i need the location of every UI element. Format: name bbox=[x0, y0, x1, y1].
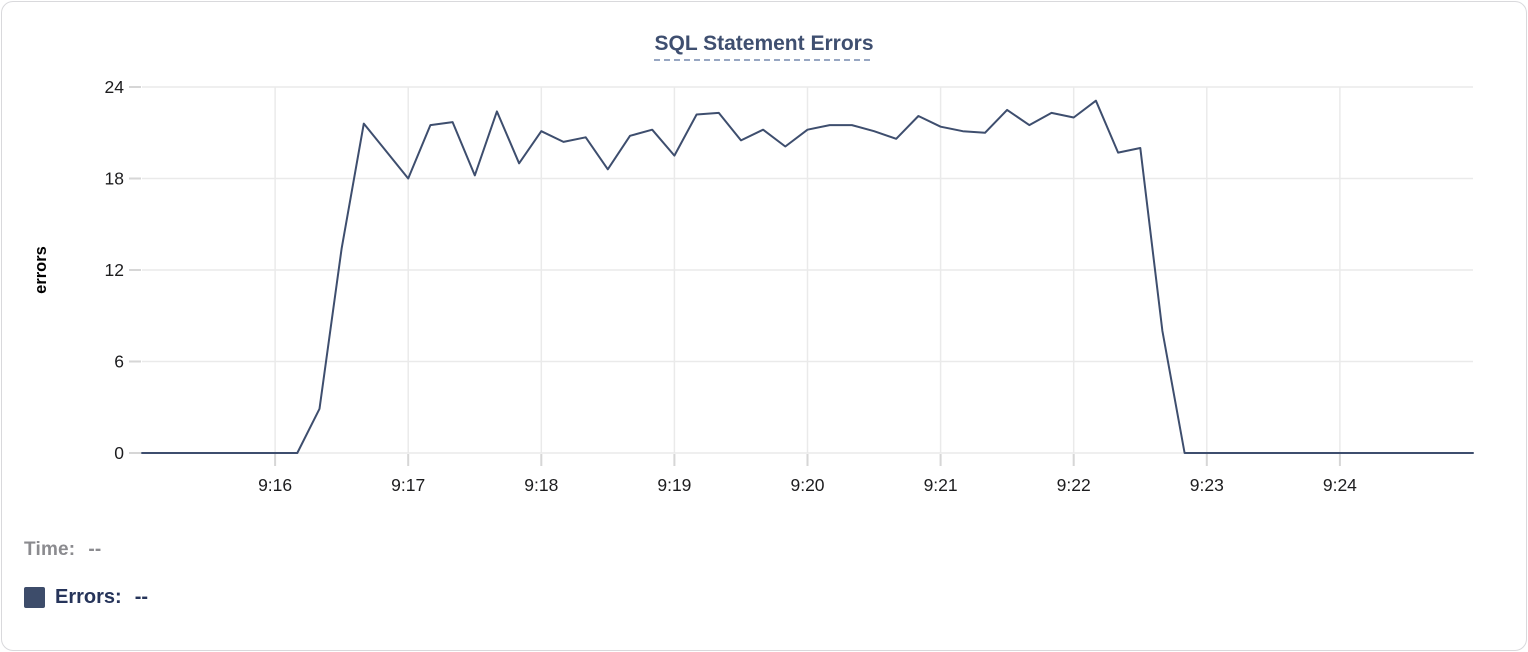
x-tick-label: 9:18 bbox=[524, 475, 558, 495]
errors-series-swatch bbox=[24, 587, 45, 608]
x-tick-label: 9:22 bbox=[1057, 475, 1091, 495]
legend-errors-series[interactable]: Errors: -- bbox=[24, 586, 148, 609]
y-tick-label: 0 bbox=[114, 443, 124, 463]
errors-label: Errors: bbox=[55, 586, 122, 608]
hover-readout-time: Time: -- bbox=[24, 539, 101, 561]
y-tick-label: 6 bbox=[114, 352, 124, 372]
errors-series-line bbox=[141, 99, 1474, 454]
chart-title-link[interactable]: SQL Statement Errors bbox=[654, 32, 874, 61]
x-tick-label: 9:20 bbox=[790, 475, 824, 495]
y-tick-label: 18 bbox=[105, 169, 124, 189]
x-tick-label: 9:23 bbox=[1190, 475, 1224, 495]
sql-errors-line-chart[interactable]: 0 6 12 18 24 9:16 9:17 9:18 9:19 9:20 9:21 9:22 9:23… bbox=[2, 2, 1527, 514]
x-tick-label: 9:19 bbox=[657, 475, 691, 495]
time-value: -- bbox=[88, 539, 102, 560]
x-tick-label: 9:24 bbox=[1323, 475, 1357, 495]
x-tick-label: 9:21 bbox=[924, 475, 958, 495]
chart-title-row: SQL Statement Errors bbox=[2, 32, 1526, 61]
x-tick-label: 9:17 bbox=[391, 475, 425, 495]
errors-value: -- bbox=[134, 586, 149, 608]
x-tick-label: 9:16 bbox=[258, 475, 292, 495]
y-tick-label: 12 bbox=[105, 260, 124, 280]
y-tick-label: 24 bbox=[105, 77, 125, 97]
y-axis-title: errors bbox=[32, 246, 50, 294]
time-label: Time: bbox=[24, 539, 76, 560]
